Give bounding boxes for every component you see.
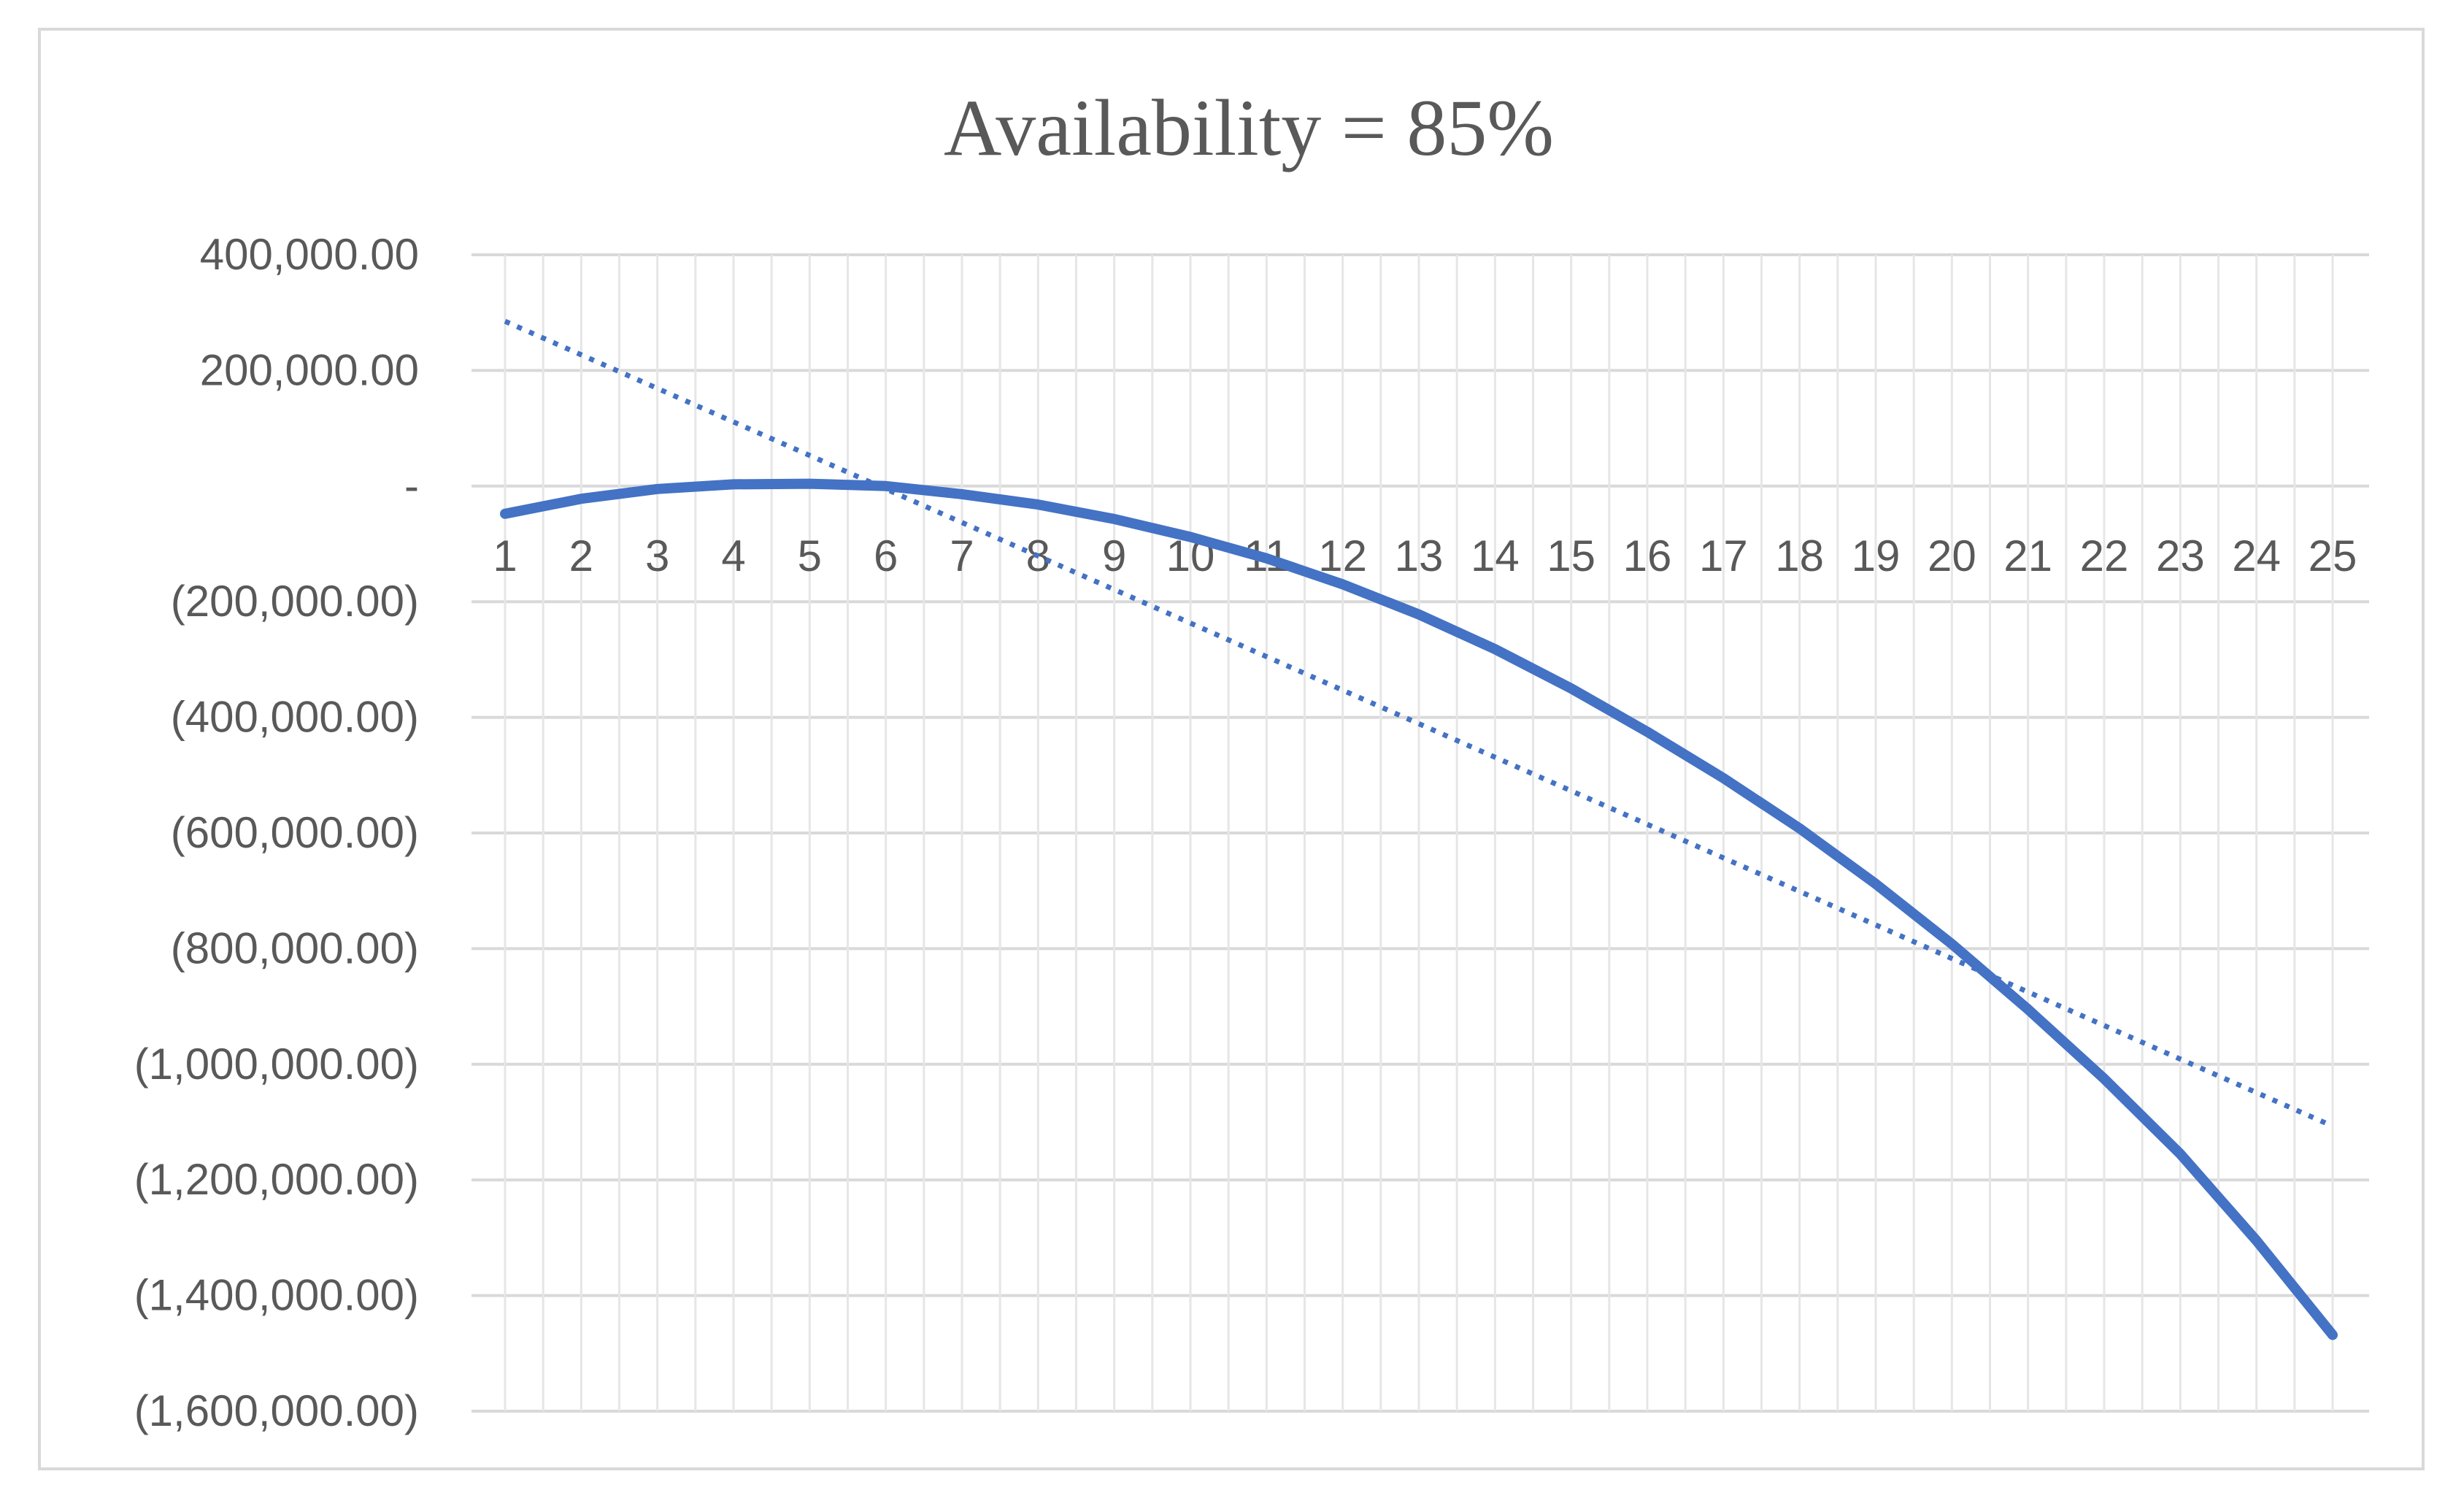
x-tick-label: 25 xyxy=(2309,531,2357,580)
series-point xyxy=(2102,1076,2106,1081)
x-tick-label: 7 xyxy=(950,531,974,580)
y-tick-label: (800,000.00) xyxy=(171,924,419,972)
series-point xyxy=(2178,1151,2183,1156)
y-tick-label: (1,600,000.00) xyxy=(134,1386,419,1435)
series-point xyxy=(1493,647,1498,652)
series-point xyxy=(1417,612,1421,617)
x-tick-label: 1 xyxy=(493,531,517,580)
x-tick-label: 19 xyxy=(1852,531,1901,580)
y-tick-label: - xyxy=(404,461,419,510)
series-point xyxy=(960,491,964,496)
y-tick-label: (200,000.00) xyxy=(171,577,419,626)
y-tick-label: (1,200,000.00) xyxy=(134,1155,419,1204)
x-tick-label: 20 xyxy=(1928,531,1976,580)
grid xyxy=(471,253,2369,1413)
y-tick-label: 200,000.00 xyxy=(200,345,419,394)
series-point xyxy=(1645,729,1649,734)
series-point xyxy=(579,496,584,502)
series-point xyxy=(1264,556,1269,561)
series-point xyxy=(1568,686,1574,691)
series-point xyxy=(503,511,507,516)
x-axis-tick-labels: 1 2 3 4 5 6 7 8 9 10 11 12 13 14 15 16 17 18 19 20 21 22 23 24 2… xyxy=(493,531,2357,580)
series-point xyxy=(1797,826,1802,831)
series-point xyxy=(1721,775,1726,780)
x-tick-label: 4 xyxy=(721,531,745,580)
series-point xyxy=(1188,534,1193,540)
x-tick-label: 3 xyxy=(645,531,669,580)
chart-frame: Availability = 85% 400,000.00 200,000.00 -… xyxy=(38,28,2425,1470)
x-tick-label: 16 xyxy=(1623,531,1672,580)
line-chart: Availability = 85% 400,000.00 200,000.00 -… xyxy=(134,83,2369,1435)
x-tick-label: 13 xyxy=(1395,531,1444,580)
trendline-dotted xyxy=(504,318,2334,1129)
chart-title: Availability = 85% xyxy=(944,83,1554,172)
series-point xyxy=(731,482,736,487)
x-tick-label: 24 xyxy=(2232,531,2281,580)
series-point xyxy=(1874,881,1878,886)
y-axis-tick-labels: 400,000.00 200,000.00 - (200,000.00) (400,00… xyxy=(134,230,419,1435)
series-layer xyxy=(500,318,2338,1340)
series-point xyxy=(2254,1238,2259,1243)
series-point xyxy=(883,483,888,488)
series-point xyxy=(1112,516,1117,521)
series-point xyxy=(655,486,660,491)
y-tick-label: 400,000.00 xyxy=(200,230,419,279)
x-tick-label: 22 xyxy=(2080,531,2129,580)
x-tick-label: 2 xyxy=(569,531,593,580)
series-point xyxy=(807,481,812,486)
x-tick-label: 15 xyxy=(1547,531,1595,580)
x-tick-label: 18 xyxy=(1775,531,1824,580)
y-tick-label: (1,400,000.00) xyxy=(134,1271,419,1320)
series-point xyxy=(2330,1332,2335,1337)
x-tick-label: 5 xyxy=(798,531,822,580)
series-point xyxy=(2025,1007,2030,1012)
x-tick-label: 17 xyxy=(1699,531,1748,580)
y-tick-label: (600,000.00) xyxy=(171,808,419,857)
x-tick-label: 6 xyxy=(874,531,898,580)
y-tick-label: (400,000.00) xyxy=(171,693,419,742)
series-point xyxy=(1340,582,1345,587)
series-point xyxy=(1036,502,1041,507)
x-tick-label: 9 xyxy=(1102,531,1126,580)
y-tick-label: (1,000,000.00) xyxy=(134,1040,419,1089)
x-tick-label: 23 xyxy=(2156,531,2205,580)
x-tick-label: 14 xyxy=(1471,531,1520,580)
x-tick-label: 12 xyxy=(1318,531,1367,580)
series-point xyxy=(1949,942,1955,947)
x-tick-label: 21 xyxy=(2003,531,2052,580)
